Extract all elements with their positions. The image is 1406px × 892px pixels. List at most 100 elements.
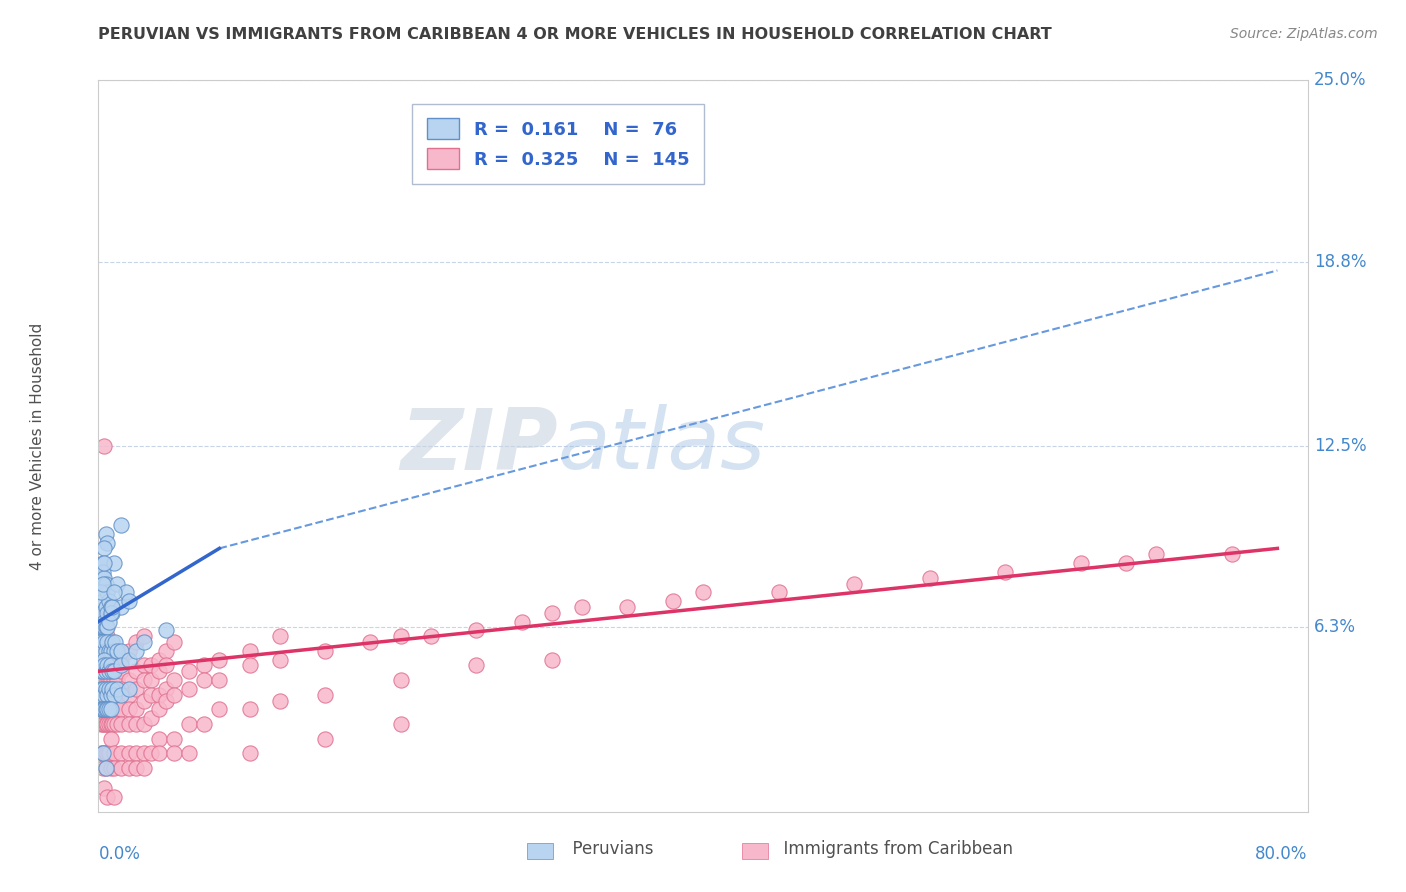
Point [768, 585, 790, 599]
Point [179, 746, 201, 760]
Point [110, 681, 132, 696]
Point [103, 644, 125, 658]
Point [93, 615, 115, 629]
Point [100, 761, 122, 775]
Point [132, 629, 155, 643]
Point [103, 681, 125, 696]
Point [93, 635, 115, 649]
Point [692, 585, 714, 599]
Point [98, 658, 121, 673]
Point [1220, 547, 1243, 561]
Point [96, 681, 118, 696]
Point [465, 624, 488, 638]
Point [110, 688, 132, 702]
Point [148, 688, 170, 702]
Point [616, 599, 638, 614]
Point [101, 681, 124, 696]
Text: 25.0%: 25.0% [1313, 71, 1367, 89]
Point [208, 702, 231, 716]
Point [91, 644, 114, 658]
Point [98, 615, 121, 629]
Point [208, 652, 231, 666]
Point [314, 644, 336, 658]
Point [101, 688, 124, 702]
Point [91, 576, 114, 591]
Point [193, 717, 215, 731]
Point [155, 658, 177, 673]
Text: PERUVIAN VS IMMIGRANTS FROM CARIBBEAN 4 OR MORE VEHICLES IN HOUSEHOLD CORRELATIO: PERUVIAN VS IMMIGRANTS FROM CARIBBEAN 4 … [98, 27, 1052, 42]
Point [94, 702, 117, 716]
Point [100, 702, 122, 716]
Point [93, 717, 115, 731]
Point [163, 688, 186, 702]
Point [93, 652, 115, 666]
Point [179, 717, 201, 731]
Point [91, 620, 114, 634]
Point [125, 761, 148, 775]
Point [96, 702, 118, 716]
Point [105, 702, 128, 716]
Point [269, 629, 291, 643]
Point [90, 635, 112, 649]
Point [94, 620, 117, 634]
Point [94, 599, 117, 614]
Point [314, 688, 336, 702]
Point [91, 565, 114, 579]
Point [90, 585, 112, 599]
Point [96, 629, 118, 643]
Point [94, 635, 117, 649]
Point [94, 746, 117, 760]
Point [91, 652, 114, 666]
Point [132, 717, 155, 731]
Point [110, 746, 132, 760]
Point [179, 665, 201, 679]
Point [844, 576, 866, 591]
Point [239, 702, 262, 716]
Point [100, 644, 122, 658]
Point [155, 693, 177, 707]
Point [101, 658, 124, 673]
Point [93, 702, 115, 716]
Point [269, 693, 291, 707]
Point [91, 665, 114, 679]
Point [163, 731, 186, 746]
Point [110, 665, 132, 679]
Point [118, 717, 141, 731]
Point [105, 644, 128, 658]
Text: 80.0%: 80.0% [1256, 845, 1308, 863]
Point [132, 658, 155, 673]
Point [193, 673, 215, 687]
Point [93, 673, 115, 687]
Point [540, 606, 562, 620]
Legend: R =  0.161    N =  76, R =  0.325    N =  145: R = 0.161 N = 76, R = 0.325 N = 145 [412, 104, 703, 184]
Point [98, 688, 121, 702]
Point [98, 644, 121, 658]
Point [110, 652, 132, 666]
Point [163, 635, 186, 649]
Text: Source: ZipAtlas.com: Source: ZipAtlas.com [1230, 27, 1378, 41]
Point [96, 585, 118, 599]
Point [100, 731, 122, 746]
Point [93, 571, 115, 585]
Point [1115, 556, 1137, 570]
Text: atlas: atlas [558, 404, 766, 488]
Point [110, 658, 132, 673]
Point [90, 665, 112, 679]
Text: 6.3%: 6.3% [1313, 618, 1355, 636]
Point [163, 746, 186, 760]
Point [208, 673, 231, 687]
Point [125, 635, 148, 649]
Point [420, 629, 443, 643]
Text: 4 or more Vehicles in Household: 4 or more Vehicles in Household [31, 322, 45, 570]
Point [114, 585, 136, 599]
Point [105, 673, 128, 687]
Point [96, 717, 118, 731]
Point [179, 681, 201, 696]
Point [110, 518, 132, 533]
Point [118, 702, 141, 716]
Point [93, 644, 115, 658]
Point [93, 681, 115, 696]
Point [100, 658, 122, 673]
Point [93, 781, 115, 796]
Point [100, 599, 122, 614]
